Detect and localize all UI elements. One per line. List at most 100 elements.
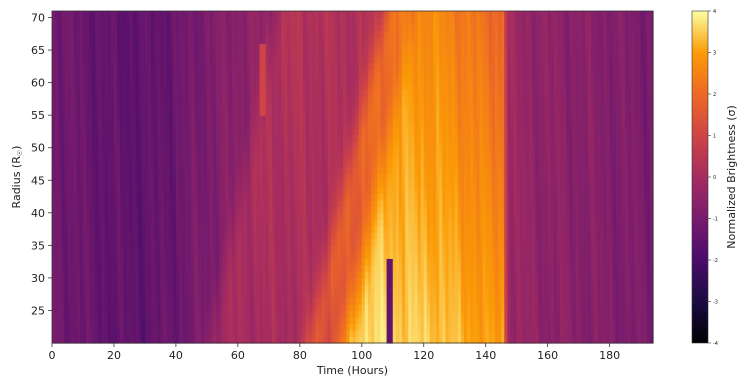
- heatmap-cell: [287, 199, 292, 207]
- heatmap-cell: [209, 173, 214, 181]
- heatmap-cell: [89, 173, 93, 181]
- heatmap-cell: [89, 69, 93, 77]
- heatmap-cell: [64, 303, 69, 312]
- heatmap-cell: [182, 271, 186, 279]
- heatmap-cell: [256, 108, 261, 116]
- heatmap-cell: [179, 219, 183, 227]
- heatmap-cell: [73, 17, 78, 25]
- heatmap-cell: [306, 167, 310, 175]
- heatmap-cell: [107, 43, 112, 51]
- heatmap-cell: [129, 251, 134, 259]
- heatmap-cell: [197, 323, 202, 331]
- heatmap-cell: [237, 147, 242, 155]
- heatmap-cell: [86, 238, 90, 246]
- heatmap-cell: [117, 108, 121, 116]
- heatmap-cell: [157, 121, 162, 129]
- heatmap-cell: [206, 251, 211, 259]
- heatmap-cell: [197, 297, 202, 305]
- heatmap-cell: [197, 128, 202, 136]
- heatmap-cell: [250, 50, 254, 58]
- heatmap-cell: [250, 245, 254, 253]
- heatmap-cell: [281, 95, 285, 103]
- heatmap-cell: [290, 310, 295, 318]
- heatmap-cell: [154, 134, 158, 142]
- heatmap-cell: [228, 323, 233, 331]
- heatmap-cell: [151, 50, 155, 58]
- heatmap-cell: [154, 316, 158, 325]
- heatmap-cell: [132, 102, 137, 110]
- heatmap-cell: [265, 141, 270, 149]
- heatmap-cell: [191, 258, 196, 266]
- heatmap-cell: [256, 232, 261, 240]
- heatmap-cell: [138, 336, 143, 344]
- heatmap-cell: [55, 167, 59, 175]
- heatmap-cell: [95, 245, 100, 253]
- heatmap-cell: [76, 336, 81, 344]
- heatmap-cell: [222, 212, 227, 220]
- heatmap-cell: [284, 128, 289, 136]
- heatmap-cell: [290, 225, 295, 233]
- heatmap-cell: [52, 24, 56, 32]
- heatmap-cell: [61, 199, 65, 207]
- heatmap-cell: [299, 173, 304, 181]
- heatmap-cell: [222, 89, 227, 97]
- heatmap-cell: [237, 199, 242, 207]
- heatmap-cell: [172, 115, 177, 123]
- heatmap-cell: [144, 134, 149, 142]
- heatmap-cell: [262, 277, 267, 286]
- heatmap-cell: [234, 50, 239, 58]
- heatmap-cell: [163, 251, 168, 259]
- heatmap-cell: [89, 154, 93, 162]
- heatmap-cell: [219, 141, 223, 149]
- heatmap-cell: [287, 154, 292, 162]
- heatmap-cell: [52, 199, 56, 207]
- heatmap-cell: [309, 134, 313, 142]
- heatmap-cell: [123, 63, 127, 71]
- heatmap-cell: [225, 336, 230, 344]
- heatmap-cell: [169, 102, 174, 110]
- heatmap-cell: [182, 277, 186, 286]
- heatmap-cell: [58, 50, 62, 58]
- heatmap-cell: [250, 206, 254, 214]
- heatmap-cell: [67, 303, 72, 312]
- heatmap-cell: [95, 238, 100, 246]
- heatmap-cell: [213, 238, 217, 246]
- heatmap-cell: [284, 303, 289, 312]
- heatmap-cell: [290, 238, 295, 246]
- heatmap-cell: [182, 206, 186, 214]
- heatmap-cell: [95, 271, 100, 279]
- heatmap-cell: [154, 232, 158, 240]
- heatmap-cell: [296, 56, 301, 64]
- heatmap-cell: [271, 264, 276, 272]
- heatmap-cell: [172, 225, 177, 233]
- heatmap-cell: [70, 329, 75, 338]
- heatmap-cell: [185, 245, 189, 253]
- heatmap-cell: [89, 95, 93, 103]
- heatmap-cell: [284, 167, 289, 175]
- heatmap-cell: [73, 316, 78, 325]
- heatmap-cell: [262, 219, 267, 227]
- heatmap-cell: [141, 225, 146, 233]
- heatmap-cell: [141, 37, 146, 45]
- heatmap-cell: [107, 50, 112, 58]
- heatmap-cell: [104, 232, 109, 240]
- heatmap-cell: [247, 24, 251, 32]
- heatmap-cell: [64, 310, 69, 318]
- heatmap-cell: [231, 329, 236, 338]
- heatmap-cell: [89, 225, 93, 233]
- heatmap-cell: [104, 199, 109, 207]
- heatmap-cell: [113, 193, 118, 201]
- heatmap-cell: [306, 199, 310, 207]
- heatmap-cell: [265, 336, 270, 344]
- heatmap-cell: [52, 271, 56, 279]
- heatmap-cell: [166, 271, 171, 279]
- heatmap-cell: [219, 329, 223, 338]
- heatmap-cell: [219, 219, 223, 227]
- heatmap-cell: [237, 264, 242, 272]
- heatmap-cell: [157, 238, 162, 246]
- heatmap-cell: [284, 76, 289, 84]
- heatmap-cell: [191, 82, 196, 90]
- heatmap-cell: [194, 245, 199, 253]
- heatmap-cell: [206, 173, 211, 181]
- heatmap-cell: [237, 121, 242, 129]
